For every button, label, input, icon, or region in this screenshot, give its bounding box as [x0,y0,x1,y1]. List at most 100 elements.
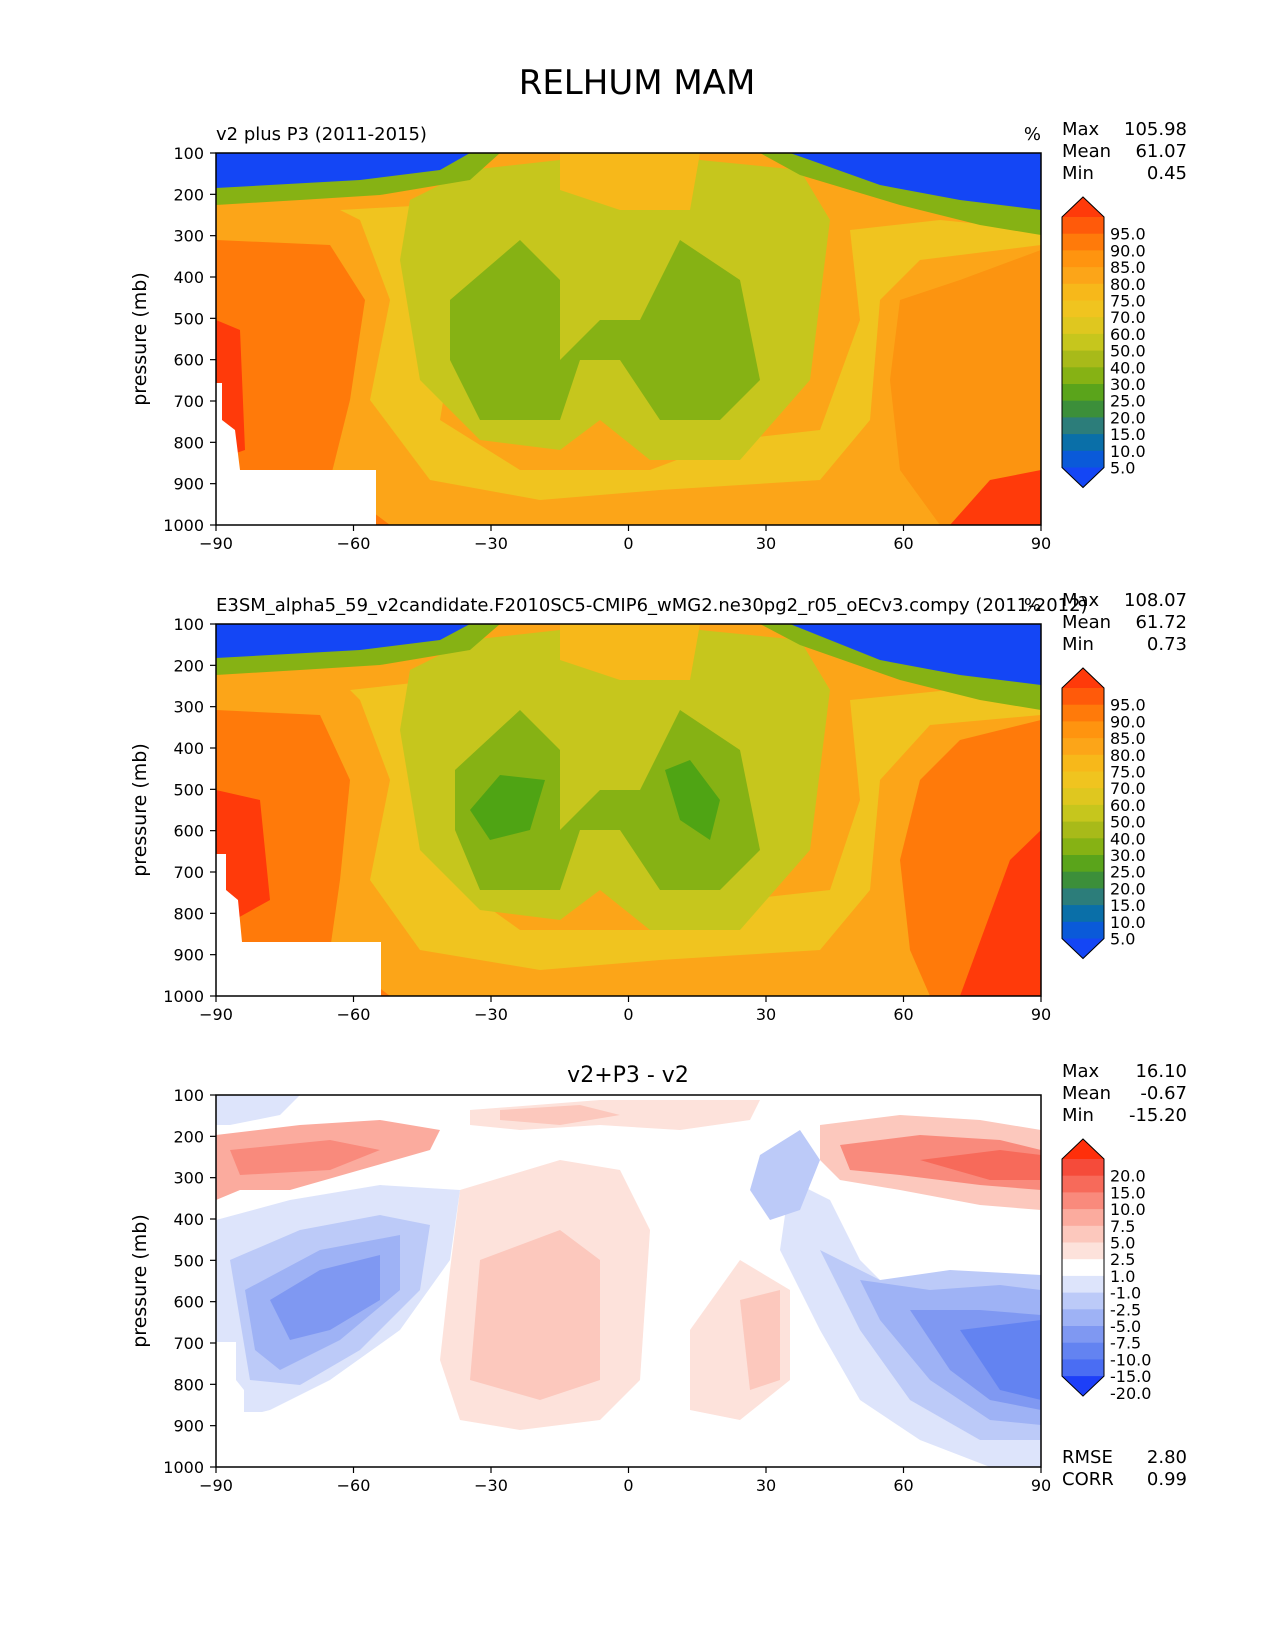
colorbar-level-label: 75.0 [1110,763,1146,782]
panel-2-title: E3SM_alpha5_59_v2candidate.F2010SC5-CMIP… [216,595,1088,616]
band-pos-mid-core [470,1230,600,1400]
band-pos-tropics-core [500,1105,620,1125]
stat-label: RMSE [1062,1447,1113,1468]
panel-2-ylabel: pressure (mb) [129,743,151,877]
colorbar-segment [1062,1209,1104,1227]
x-tick-label: 60 [893,1005,913,1024]
colorbar-segment [1062,400,1104,418]
colorbar-level-label: -5.0 [1110,1317,1141,1336]
colorbar-level-label: 30.0 [1110,846,1146,865]
colorbar-level-label: -2.5 [1110,1300,1141,1319]
band-nh-orange [890,250,1041,525]
colorbar-level-label: 1.0 [1110,1267,1135,1286]
colorbar-level-label: 85.0 [1110,729,1146,748]
colorbar-segment [1062,350,1104,368]
panel-2-colorbar: 95.090.085.080.075.070.060.050.040.030.0… [1061,667,1146,960]
band-sh-dry-2 [216,153,470,188]
x-tick-label: −30 [474,534,508,553]
y-tick-label: 200 [173,185,204,204]
contour-field-1 [216,153,1041,525]
x-tick-label: −30 [474,1005,508,1024]
x-tick-label: 60 [893,1476,913,1495]
stat-value: 0.73 [1147,634,1187,655]
stat-label: Max [1062,119,1100,140]
colorbar-level-label: 75.0 [1110,292,1146,311]
panel-1: v2 plus P3 (2011-2015) % pressure (mb) M… [129,119,1187,553]
colorbar-segment [1062,888,1104,906]
colorbar-segment [1062,1225,1104,1243]
band-yellow [340,205,1041,500]
colorbar-segment [1062,788,1104,806]
colorbar-level-label: -7.5 [1110,1334,1141,1353]
colorbar-level-label: 70.0 [1110,308,1146,327]
y-tick-label: 1000 [163,516,204,535]
x-tick-label: 0 [623,1476,633,1495]
colorbar-level-label: 10.0 [1110,1200,1146,1219]
colorbar-under-triangle [1062,467,1104,488]
topography-mask [216,1342,376,1467]
stat-label: Min [1062,1105,1094,1126]
band-neg-nh-upper [750,1130,820,1220]
band-sh-dry-2 [216,624,470,658]
x-tick-label: 60 [893,534,913,553]
x-tick-label: −30 [474,1476,508,1495]
band-green-core-sh [470,775,545,840]
colorbar-outline [1061,196,1105,489]
colorbar-segment [1062,1242,1104,1260]
x-tick-label: 0 [623,534,633,553]
colorbar-level-label: 90.0 [1110,712,1146,731]
band-nh-red [960,830,1041,996]
colorbar-outline [1061,667,1105,960]
panel-3-colorbar: 20.015.010.07.55.02.51.0-1.0-2.5-5.0-7.5… [1061,1138,1151,1403]
colorbar-level-label: 10.0 [1110,442,1146,461]
band-pos-sh-core [230,1140,380,1175]
stat-value: 2.80 [1147,1447,1187,1468]
band-nh-dry-2 [790,153,1041,210]
colorbar-segment [1062,417,1104,435]
stat-value: 61.72 [1135,612,1187,633]
band-pos-nh-max [920,1150,1041,1180]
topography-mask [216,854,381,996]
x-tick-label: 30 [756,1005,776,1024]
panel-2-stats: Max 108.07 Mean 61.72 Min 0.73 [1062,590,1187,655]
stat-label: Mean [1062,1083,1111,1104]
stat-label: Mean [1062,141,1111,162]
colorbar-segment [1062,1175,1104,1193]
colorbar-level-label: 70.0 [1110,779,1146,798]
colorbar-level-label: 30.0 [1110,375,1146,394]
y-tick-label: 400 [173,268,204,287]
colorbar-segment [1062,855,1104,873]
colorbar-level-label: 40.0 [1110,829,1146,848]
colorbar-segment [1062,1259,1104,1277]
panel-3-bottom-stats: RMSE 2.80 CORR 0.99 [1062,1447,1187,1490]
panel-2-units: % [1024,595,1041,616]
x-tick-label: −60 [337,534,371,553]
colorbar-segment [1062,804,1104,823]
colorbar-segment [1062,1309,1104,1327]
stat-label: Max [1062,590,1100,611]
y-tick-label: 300 [173,1169,204,1188]
band-green [450,240,760,420]
colorbar-level-label: 60.0 [1110,325,1146,344]
colorbar-segment [1062,754,1104,772]
colorbar-segment [1062,905,1104,923]
colorbar-segment [1062,450,1104,468]
colorbar-segment [1062,1192,1104,1210]
colorbar-level-label: 80.0 [1110,746,1146,765]
colorbar-segment [1062,367,1104,385]
panel-2-xticks: −90 −60 −30 0 30 60 90 [199,996,1051,1024]
colorbar-level-label: 20.0 [1110,1167,1146,1186]
y-tick-label: 100 [173,144,204,163]
colorbar-level-label: 10.0 [1110,913,1146,932]
colorbar-level-label: 85.0 [1110,258,1146,277]
panel-1-stats: Max 105.98 Mean 61.07 Min 0.45 [1062,119,1187,184]
panel-1-xticks: −90 −60 −30 0 30 60 90 [199,525,1051,553]
colorbar-level-label: 60.0 [1110,796,1146,815]
colorbar-segment [1062,688,1104,706]
colorbar-level-label: 25.0 [1110,863,1146,882]
colorbar-segment [1062,250,1104,268]
colorbar-segment [1062,283,1104,301]
y-tick-label: 400 [173,1210,204,1229]
colorbar-level-label: 90.0 [1110,241,1146,260]
